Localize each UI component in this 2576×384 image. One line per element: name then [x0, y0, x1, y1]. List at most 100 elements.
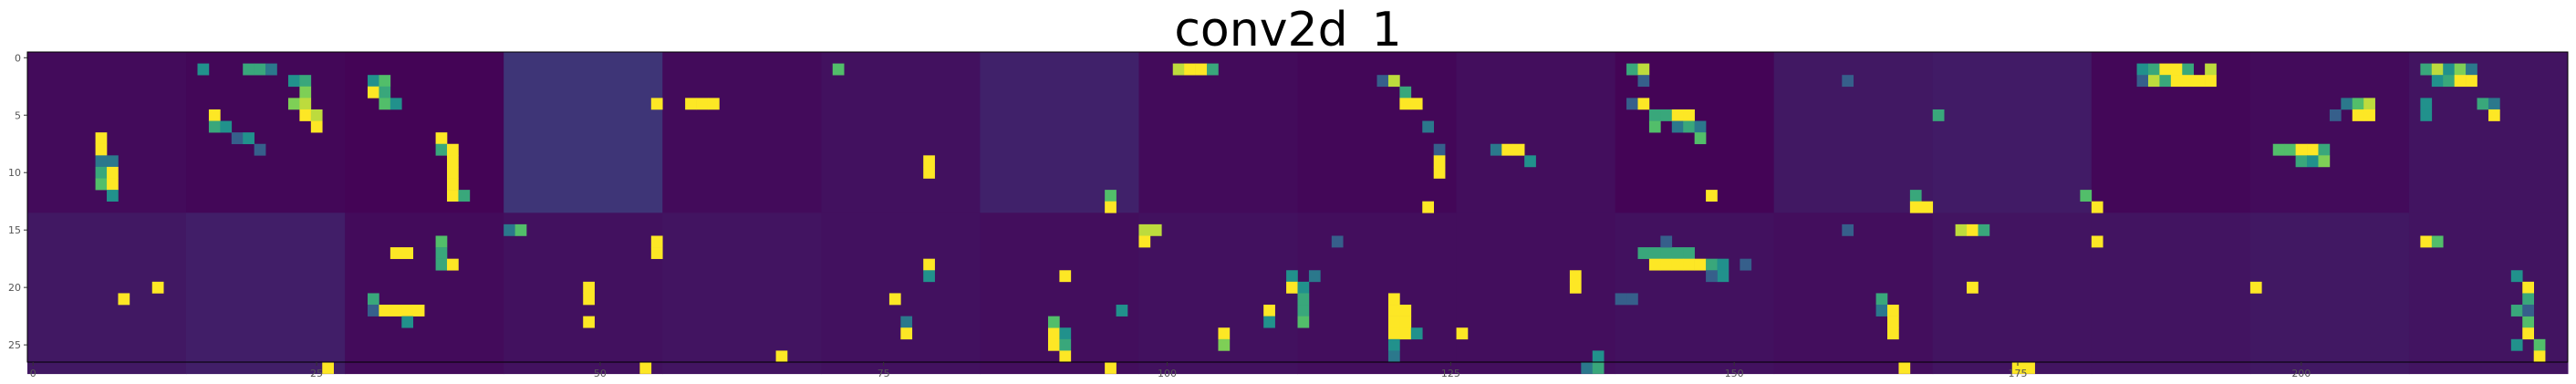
- heatmap-cell: [390, 247, 402, 259]
- heatmap-tile: [504, 52, 663, 213]
- heatmap-cell: [2431, 235, 2444, 248]
- heatmap-cell: [1116, 305, 1128, 317]
- heatmap-cell: [2443, 63, 2455, 76]
- heatmap-cell: [900, 327, 913, 340]
- heatmap-cell: [2205, 63, 2217, 76]
- heatmap-cell: [367, 293, 379, 306]
- heatmap-cell: [1297, 316, 1310, 328]
- heatmap-cell: [107, 178, 119, 191]
- heatmap-cell: [1887, 305, 1899, 317]
- heatmap-cell: [2533, 350, 2546, 363]
- heatmap-cell: [1387, 316, 1400, 328]
- heatmap-cell: [1569, 281, 1582, 294]
- heatmap-cell: [1626, 293, 1638, 306]
- heatmap-cell: [2363, 98, 2375, 110]
- heatmap-cell: [390, 305, 402, 317]
- heatmap-cell: [2420, 109, 2433, 121]
- heatmap-cell: [2522, 327, 2535, 340]
- heatmap-cell: [401, 305, 414, 317]
- heatmap-cell: [1387, 338, 1400, 351]
- heatmap-cell: [1422, 120, 1434, 133]
- heatmap-cell: [1648, 120, 1661, 133]
- heatmap-cell: [2477, 98, 2489, 110]
- heatmap-cell: [923, 258, 935, 271]
- heatmap-cell: [2510, 305, 2523, 317]
- heatmap-cell: [1887, 316, 1899, 328]
- heatmap-cell: [2249, 281, 2262, 294]
- heatmap-cell: [2510, 270, 2523, 283]
- heatmap-cell: [2080, 190, 2093, 202]
- heatmap-cell: [1524, 155, 1536, 168]
- heatmap-cell: [1671, 120, 1684, 133]
- heatmap-cell: [696, 98, 709, 110]
- heatmap-cell: [2488, 109, 2500, 121]
- heatmap-cell: [1207, 63, 1219, 76]
- heatmap-cell: [650, 247, 663, 259]
- heatmap-cell: [1105, 190, 1117, 202]
- heatmap-cell: [1512, 143, 1525, 156]
- heatmap-tile: [186, 213, 346, 375]
- heatmap-cell: [390, 98, 402, 110]
- heatmap-cell: [310, 120, 323, 133]
- y-tick-label: 10: [8, 167, 21, 179]
- heatmap-cell: [2205, 75, 2217, 88]
- y-tick-label: 25: [8, 339, 21, 351]
- heatmap-cell: [1399, 98, 1412, 110]
- heatmap-cell: [2147, 63, 2160, 76]
- heatmap-cell: [2182, 75, 2195, 88]
- heatmap-cell: [923, 155, 935, 168]
- heatmap-cell: [923, 270, 935, 283]
- x-tick-label: 125: [1441, 368, 1460, 379]
- heatmap-cell: [2431, 63, 2444, 76]
- heatmap-cell: [2329, 109, 2342, 121]
- heatmap-cell: [2522, 316, 2535, 328]
- heatmap-cell: [650, 98, 663, 110]
- heatmap-tile: [980, 52, 1139, 213]
- heatmap-cell: [1671, 247, 1684, 259]
- heatmap-cell: [2522, 305, 2535, 317]
- heatmap-tile: [1773, 213, 1934, 375]
- heatmap-cell: [243, 63, 254, 76]
- heatmap-cell: [2420, 98, 2433, 110]
- heatmap-cell: [254, 63, 266, 76]
- heatmap-cell: [458, 190, 471, 202]
- heatmap-cell: [379, 305, 391, 317]
- heatmap-cell: [1433, 155, 1446, 168]
- heatmap-cell: [1308, 270, 1321, 283]
- heatmap-cell: [1932, 109, 1945, 121]
- heatmap-cell: [1059, 338, 1072, 351]
- x-tick-label: 75: [878, 368, 890, 379]
- heatmap-tile: [2249, 52, 2410, 213]
- heatmap-cell: [1387, 75, 1400, 88]
- heatmap-cell: [1399, 305, 1412, 317]
- heatmap-cell: [2420, 63, 2433, 76]
- heatmap-cell: [1637, 75, 1650, 88]
- heatmap-cell: [1331, 235, 1344, 248]
- heatmap-cell: [1433, 166, 1446, 179]
- heatmap-tile: [1932, 213, 2093, 375]
- heatmap-cell: [2193, 75, 2206, 88]
- heatmap-cell: [299, 75, 312, 88]
- heatmap-cell: [514, 223, 527, 236]
- heatmap-cell: [707, 98, 720, 110]
- y-axis: 0 5 10 15 20 25: [8, 52, 27, 351]
- heatmap-tile: [821, 52, 981, 213]
- heatmap-cell: [367, 75, 379, 88]
- heatmap-cell: [1637, 98, 1650, 110]
- heatmap-cell: [1297, 281, 1310, 294]
- heatmap-cell: [1059, 270, 1072, 283]
- heatmap-cell: [447, 258, 459, 271]
- heatmap-cell: [1581, 362, 1594, 374]
- heatmap-cell: [2454, 75, 2467, 88]
- heatmap-cell: [1648, 109, 1661, 121]
- heatmap-cell: [2466, 75, 2477, 88]
- heatmap-cell: [583, 316, 595, 328]
- heatmap-cell: [1138, 223, 1151, 236]
- heatmap-cell: [1637, 63, 1650, 76]
- heatmap-cell: [1456, 327, 1469, 340]
- heatmap-cell: [1887, 327, 1899, 340]
- heatmap-tile: [2249, 213, 2410, 375]
- heatmap-cell: [107, 190, 119, 202]
- heatmap-cell: [1138, 235, 1151, 248]
- heatmap-cell: [1683, 120, 1695, 133]
